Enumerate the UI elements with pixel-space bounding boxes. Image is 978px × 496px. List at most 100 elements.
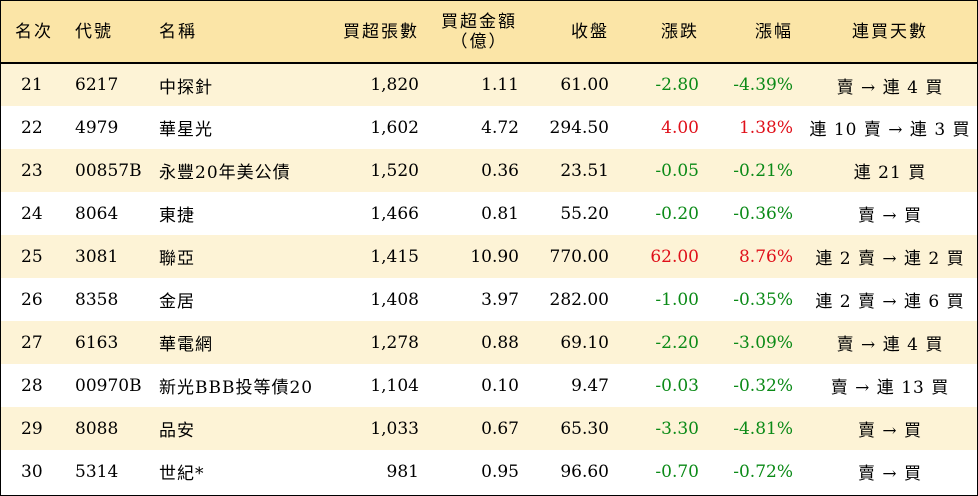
net-lots-cell: 1,033 [370,418,419,439]
name-cell: 永豐20年美公債 [159,163,291,183]
change-cell: 4.00 [661,117,699,138]
net-lots-cell: 1,520 [370,160,419,181]
net-amount-cell: 1.11 [481,75,519,95]
table-row[interactable]: 30 5314 世紀* 981 0.95 96.60 -0.70 -0.72% 賣 → 買 [1,450,977,493]
change-cell: -0.70 [655,461,699,482]
code-header[interactable]: 代號 [65,1,149,64]
name-cell: 華星光 [159,120,213,140]
close-cell: 9.47 [571,375,609,396]
name-cell: 金居 [159,292,195,312]
change-cell: 62.00 [650,246,699,267]
net-lots-cell: 1,466 [370,203,419,224]
change-pct-cell: -4.81% [733,418,793,439]
close-cell: 294.50 [549,117,609,138]
net-lots-cell: 1,820 [370,75,419,95]
streak-cell: 連 21 買 [853,163,927,183]
change-pct-cell: -0.72% [733,461,793,482]
name-cell: 聯亞 [159,249,195,269]
streak-cell: 連 10 賣 → 連 3 買 [809,120,971,140]
code-cell: 8064 [75,203,119,224]
code-cell: 3081 [75,246,119,267]
code-cell: 00857B [75,160,142,181]
rank-cell: 21 [21,75,43,95]
table-row[interactable]: 23 00857B 永豐20年美公債 1,520 0.36 23.51 -0.05 -0.21… [1,149,977,192]
net-lots-cell: 1,408 [370,289,419,310]
net-lots-cell: 981 [386,461,419,482]
name-cell: 新光BBB投等債20 [159,378,314,398]
streak-cell: 賣 → 連 4 買 [836,77,944,98]
close-cell: 96.60 [560,461,609,482]
table-row[interactable]: 25 3081 聯亞 1,415 10.90 770.00 62.00 8.76% 連 2 賣 … [1,235,977,278]
table-row[interactable]: 24 8064 東捷 1,466 0.81 55.20 -0.20 -0.36% 賣 → 買 [1,192,977,235]
name-cell: 華電網 [159,335,213,355]
change-cell: -0.03 [655,375,699,396]
close-cell: 61.00 [560,75,609,95]
name-cell: 東捷 [159,206,195,226]
name-header[interactable]: 名稱 [149,1,329,64]
net-amount-cell: 0.10 [481,375,519,396]
rank-header[interactable]: 名次 [1,1,65,64]
change-pct-cell: -0.32% [733,375,793,396]
net-amount-header[interactable]: 買超金額 （億） [429,1,529,64]
rank-cell: 23 [21,160,43,181]
change-cell: -1.00 [655,289,699,310]
change-pct-cell: -4.39% [733,75,793,95]
streak-cell: 連 2 賣 → 連 2 買 [815,249,965,269]
rank-cell: 24 [21,203,43,224]
code-cell: 00970B [75,375,142,396]
net-lots-cell: 1,415 [370,246,419,267]
change-header[interactable]: 漲跌 [619,1,709,64]
rank-cell: 25 [21,246,43,267]
net-amount-cell: 4.72 [481,117,519,138]
change-pct-cell: 1.38% [738,117,793,138]
table-row[interactable]: 21 6217 中探針 1,820 1.11 61.00 -2.80 -4.39% 賣 → 連 … [1,63,977,106]
net-amount-cell: 10.90 [470,246,519,267]
table-row[interactable]: 27 6163 華電網 1,278 0.88 69.10 -2.20 -3.09% 賣 → 連 … [1,321,977,364]
change-pct-cell: -0.35% [733,289,793,310]
net-amount-cell: 0.95 [481,461,519,482]
change-pct-cell: -0.21% [733,160,793,181]
close-header[interactable]: 收盤 [529,1,619,64]
change-pct-header[interactable]: 漲幅 [709,1,803,64]
code-cell: 6217 [75,75,119,95]
net-lots-cell: 1,104 [370,375,419,396]
change-cell: -0.05 [655,160,699,181]
table-row[interactable]: 29 8088 品安 1,033 0.67 65.30 -3.30 -4.81% 賣 → 買 [1,407,977,450]
close-cell: 55.20 [560,203,609,224]
rank-cell: 27 [21,332,43,353]
close-cell: 770.00 [549,246,609,267]
net-lots-cell: 1,602 [370,117,419,138]
net-lots-header[interactable]: 買超張數 [329,1,429,64]
code-cell: 4979 [75,117,119,138]
rank-cell: 29 [21,418,43,439]
rank-cell: 22 [21,117,43,138]
streak-cell: 賣 → 買 [857,421,923,441]
code-cell: 5314 [75,461,119,482]
code-cell: 6163 [75,332,119,353]
net-amount-header-line1: 買超金額 [441,11,517,32]
table-body: 21 6217 中探針 1,820 1.11 61.00 -2.80 -4.39% 賣 → 連 … [1,63,977,493]
table-row[interactable]: 26 8358 金居 1,408 3.97 282.00 -1.00 -0.35% 連 2 賣 … [1,278,977,321]
change-pct-cell: 8.76% [738,246,793,267]
name-cell: 品安 [159,421,195,441]
change-cell: -3.30 [655,418,699,439]
table-row[interactable]: 22 4979 華星光 1,602 4.72 294.50 4.00 1.38% 連 10 賣 … [1,106,977,149]
close-cell: 282.00 [549,289,609,310]
net-amount-cell: 0.36 [481,160,519,181]
change-cell: -2.80 [655,75,699,95]
streak-cell: 賣 → 買 [857,464,923,484]
streak-cell: 賣 → 連 13 買 [830,378,950,398]
name-cell: 世紀* [159,464,205,484]
net-amount-cell: 0.67 [481,418,519,439]
code-cell: 8088 [75,418,119,439]
table-row[interactable]: 28 00970B 新光BBB投等債20 1,104 0.10 9.47 -0.03 -0.3… [1,364,977,407]
rank-cell: 26 [21,289,43,310]
net-lots-cell: 1,278 [370,332,419,353]
close-cell: 65.30 [560,418,609,439]
close-cell: 23.51 [560,160,609,181]
streak-cell: 賣 → 連 4 買 [836,335,944,355]
change-pct-cell: -3.09% [733,332,793,353]
streak-header[interactable]: 連買天數 [803,1,977,64]
change-cell: -0.20 [655,203,699,224]
